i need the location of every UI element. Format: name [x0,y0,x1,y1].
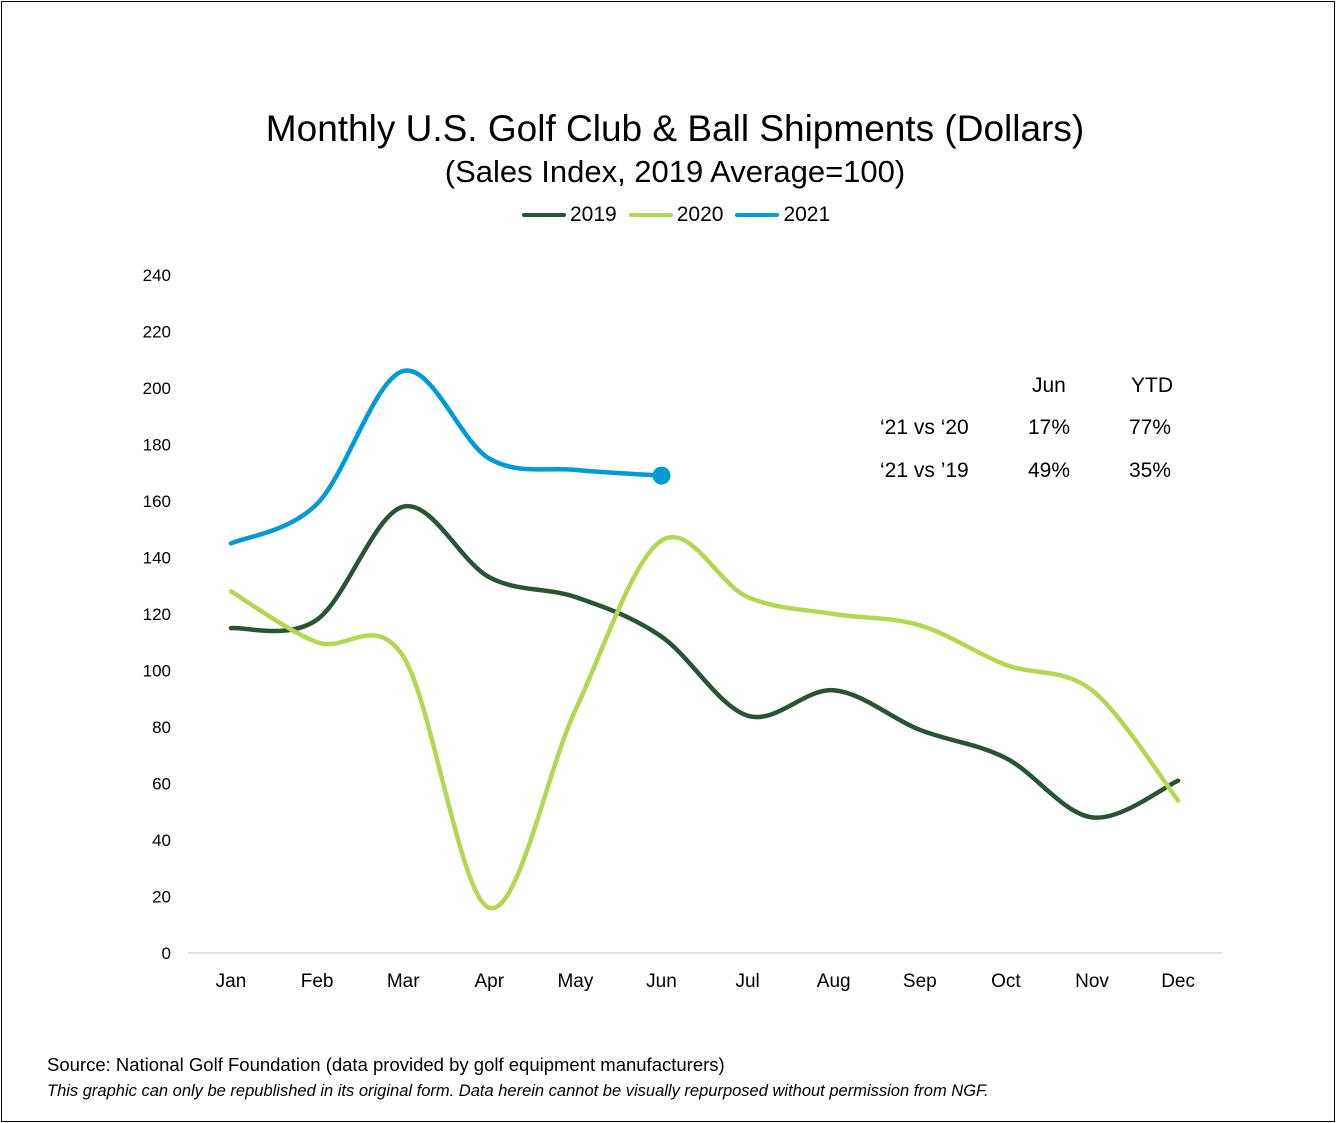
stats-cell: 49% [1028,459,1071,482]
y-tick-label: 240 [143,266,171,285]
legend-label: 2021 [783,203,831,226]
y-tick-label: 0 [162,944,171,963]
y-tick-label: 100 [143,662,171,681]
x-tick-label: May [557,971,593,992]
stats-row-label: ‘21 vs ‘20 [880,416,969,439]
legend-item-2021: 2021 [735,203,830,227]
legend-item-2020: 2020 [628,203,724,227]
series-line-2019 [228,504,1181,820]
source-text: Source: National Golf Foundation (data p… [47,1054,725,1075]
stats-cell: 77% [1129,416,1172,439]
stats-header-jun: Jun [1032,374,1066,397]
disclaimer-text: This graphic can only be republished in … [47,1082,989,1100]
series-line-2020 [228,535,1181,911]
x-tick-label: Jun [646,971,677,992]
y-tick-label: 80 [152,718,171,737]
legend-swatch [628,213,673,217]
stats-row-label: ‘21 vs ’19 [880,459,969,482]
y-tick-label: 140 [143,549,171,568]
y-tick-label: 60 [152,775,171,794]
x-tick-label: Mar [387,971,420,992]
series-line-2021 [228,368,664,546]
legend-label: 2019 [570,203,617,226]
x-tick-label: Apr [475,971,505,992]
chart-subtitle: (Sales Index, 2019 Average=100) [444,154,906,189]
y-tick-label: 180 [143,436,171,455]
chart-title: Monthly U.S. Golf Club & Ball Shipments … [265,108,1085,149]
y-tick-label: 160 [143,492,171,511]
x-tick-label: Dec [1161,971,1195,992]
legend-item-2019: 2019 [522,203,617,227]
y-tick-label: 200 [143,379,171,398]
x-tick-label: Feb [301,971,334,992]
y-tick-label: 220 [143,323,171,342]
x-tick-label: Jul [735,971,759,992]
x-tick-label: Nov [1075,971,1109,992]
legend-swatch [522,213,566,217]
x-tick-label: Jan [216,971,247,992]
x-tick-label: Oct [991,971,1021,992]
y-tick-label: 40 [152,831,171,850]
y-tick-label: 20 [152,888,171,907]
legend: 2019 2020 2021 [522,203,830,227]
x-tick-label: Sep [903,971,937,992]
stats-cell: 17% [1028,416,1071,439]
legend-swatch [735,213,780,217]
y-tick-label: 120 [143,605,171,624]
stats-header-ytd: YTD [1131,374,1173,397]
legend-label: 2020 [676,203,724,226]
series-endpoint-2021 [652,466,671,485]
x-tick-label: Aug [817,971,851,992]
stats-cell: 35% [1129,459,1172,482]
